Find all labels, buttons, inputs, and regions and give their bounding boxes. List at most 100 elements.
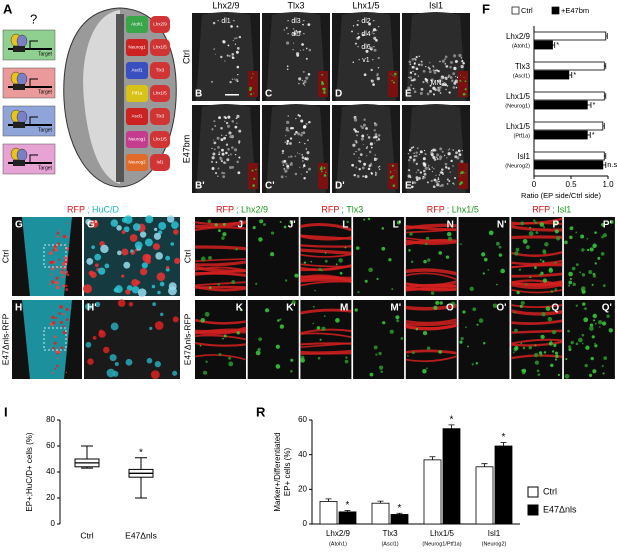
- cell: [299, 166, 301, 169]
- y-tick-label: 0: [51, 519, 56, 528]
- cell: [320, 165, 323, 168]
- row-label: Ctrl: [0, 250, 10, 263]
- cell: [295, 52, 300, 56]
- category-label: Lhx2/9: [506, 32, 531, 41]
- cell: [446, 178, 449, 181]
- cell: [589, 247, 594, 252]
- cell: [541, 311, 546, 317]
- cell: [207, 219, 212, 223]
- cell: [217, 229, 221, 233]
- cell: [603, 356, 608, 361]
- cell: [65, 247, 69, 251]
- cell: [408, 76, 410, 78]
- cell: [513, 311, 516, 314]
- scheme-box: [2, 105, 56, 137]
- cell: [482, 272, 485, 275]
- fiber: [511, 259, 563, 266]
- header-marker: ; Lhx1/5: [447, 204, 479, 214]
- cell: [460, 64, 464, 69]
- cell: [432, 93, 436, 96]
- cell: [369, 372, 374, 377]
- cell: [289, 127, 293, 130]
- cell: [312, 305, 315, 308]
- panel-label: A: [3, 1, 13, 16]
- cell: [165, 265, 170, 270]
- cell: [423, 149, 426, 152]
- cell: [213, 141, 217, 145]
- cell: [123, 261, 131, 269]
- cell: [221, 134, 223, 136]
- header-marker: ; Tlx3: [341, 204, 363, 214]
- cell: [301, 43, 304, 46]
- cell: [220, 55, 223, 59]
- cell: [217, 283, 220, 286]
- cell: [543, 351, 547, 354]
- error-bar: [377, 500, 384, 504]
- panel-letter: H': [87, 303, 97, 314]
- panel-label: R: [256, 404, 266, 419]
- legend-swatch: [527, 486, 539, 498]
- cell: [151, 284, 156, 289]
- row-label: E47Δnls-RFP: [0, 313, 10, 365]
- cell: [302, 160, 304, 162]
- cell: [430, 78, 434, 82]
- cell: [409, 156, 412, 159]
- cell: [447, 167, 450, 170]
- cell: [495, 241, 500, 246]
- cell: [324, 252, 327, 254]
- domain-box: [126, 16, 148, 33]
- cell: [444, 55, 448, 59]
- fiber: [510, 338, 563, 345]
- cell: [487, 268, 490, 271]
- cell: [65, 284, 68, 287]
- y-axis-label: EP+ cells (%): [283, 448, 292, 497]
- cell: [374, 172, 378, 175]
- cell: [465, 326, 467, 329]
- cell: [52, 280, 55, 282]
- cell: [295, 117, 297, 120]
- cell: [460, 175, 462, 177]
- cell: [601, 235, 604, 239]
- x-tick-label: Lhx2/9: [326, 529, 351, 538]
- cell: [601, 321, 607, 326]
- cell: [225, 162, 227, 164]
- cell: [129, 234, 138, 242]
- cell: [567, 329, 571, 333]
- cell: [428, 67, 431, 70]
- cell: [356, 23, 359, 26]
- cell: [293, 32, 296, 35]
- cell: [438, 79, 442, 83]
- cell: [289, 162, 293, 166]
- cell: [279, 221, 282, 223]
- cell: [112, 370, 119, 377]
- cell: [61, 262, 66, 266]
- cell: [457, 149, 461, 153]
- cell: [85, 341, 92, 348]
- cell: [290, 358, 294, 362]
- cell: [415, 162, 418, 165]
- region-label: - dl2 -: [357, 18, 376, 25]
- arrow: [29, 154, 38, 162]
- cell: [270, 231, 275, 235]
- legend-label: +E47bm: [561, 6, 589, 15]
- bar: [533, 100, 588, 110]
- cell: [415, 154, 418, 158]
- cell: [452, 86, 456, 89]
- cell: [225, 143, 229, 146]
- cell: [412, 87, 415, 90]
- cell: [396, 220, 401, 225]
- ebox: [13, 160, 25, 166]
- column-header: Lhx1/5: [352, 0, 379, 10]
- cell: [557, 373, 561, 377]
- cell: [220, 138, 224, 142]
- cell: [428, 70, 432, 74]
- cell: [438, 251, 442, 255]
- cell: [223, 161, 226, 164]
- y-tick-label: 40: [298, 450, 307, 459]
- cell: [316, 326, 321, 330]
- region-label: - dl5 -: [287, 31, 306, 38]
- fiber: [194, 272, 247, 277]
- cell: [279, 318, 282, 321]
- cell: [320, 269, 323, 272]
- cell: [208, 256, 212, 260]
